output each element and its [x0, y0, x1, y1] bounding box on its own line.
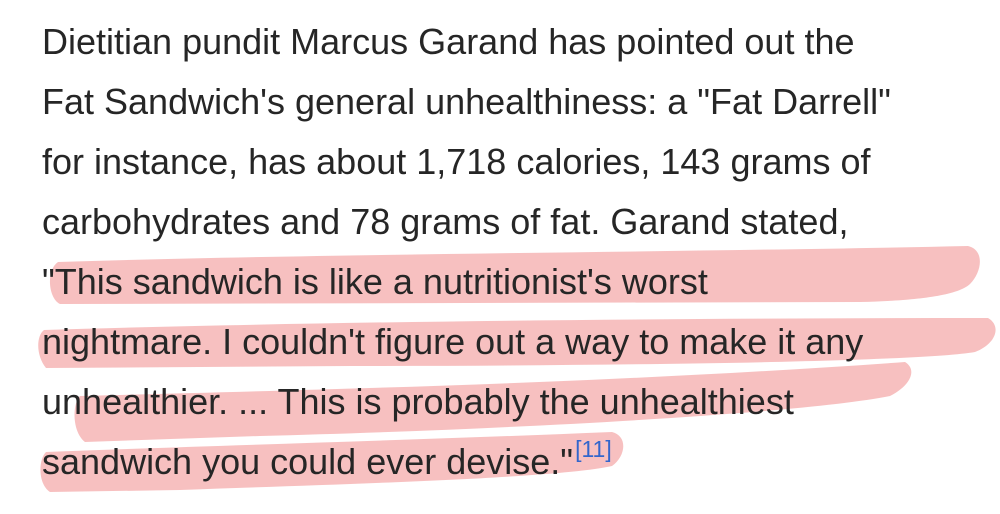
paragraph-line: unhealthier. ... This is probably the un… — [42, 381, 794, 422]
paragraph-line-last: sandwich you could ever devise."[11] — [42, 432, 972, 492]
paragraph-line: for instance, has about 1,718 calories, … — [42, 141, 871, 182]
quote-end-text: sandwich you could ever devise." — [42, 441, 574, 482]
paragraph-line: "This sandwich is like a nutritionist's … — [42, 261, 708, 302]
paragraph-line: Dietitian pundit Marcus Garand has point… — [42, 21, 855, 62]
citation-link[interactable]: [11] — [575, 436, 612, 462]
paragraph-line: nightmare. I couldn't figure out a way t… — [42, 321, 864, 362]
article-paragraph: Dietitian pundit Marcus Garand has point… — [42, 12, 972, 492]
paragraph-line: carbohydrates and 78 grams of fat. Garan… — [42, 201, 849, 242]
paragraph-line: Fat Sandwich's general unhealthiness: a … — [42, 81, 891, 122]
